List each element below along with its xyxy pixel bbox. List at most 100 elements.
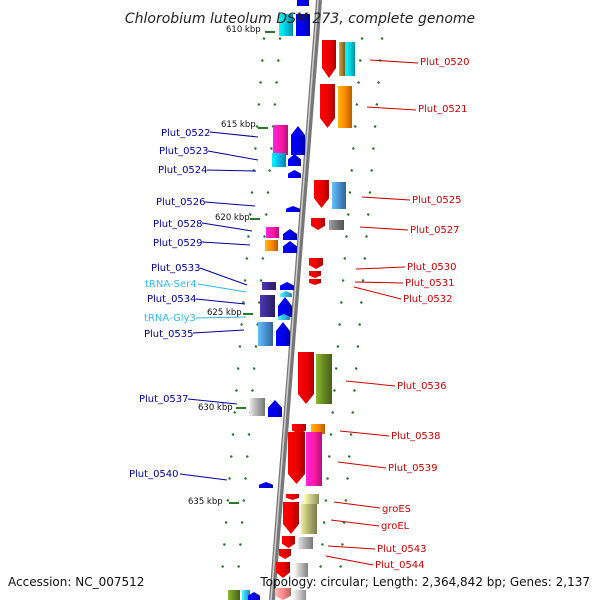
gene-label-groes[interactable]: groES [382,504,411,515]
gene-label-plut-0526[interactable]: Plut_0526 [156,197,206,208]
feature-bottom-b [242,590,250,600]
ring-dot [244,477,248,480]
gene-label-plut-0544[interactable]: Plut_0544 [375,560,425,571]
ring-dot [342,521,346,524]
ring-dot [366,213,370,216]
gene-label-plut-0534[interactable]: Plut_0534 [147,294,197,305]
label-leader-lines [179,59,419,566]
gene-label-plut-0531[interactable]: Plut_0531 [405,278,455,289]
ring-dot [234,389,238,392]
ring-dot [268,169,272,172]
ring-dot [354,367,358,370]
gene-label-groel[interactable]: groEL [381,521,410,532]
ring-dot [226,499,230,502]
leader-line [366,106,417,111]
gene-label-plut-0527[interactable]: Plut_0527 [410,225,460,236]
gene-label-plut-0538[interactable]: Plut_0538 [391,431,441,442]
gene-label-plut-0521[interactable]: Plut_0521 [418,104,468,115]
ring-dot [349,433,353,436]
feature-plut-0537b [268,400,282,417]
ring-dot [332,389,336,392]
ring-dot [254,345,258,348]
gene-label-plut-0525[interactable]: Plut_0525 [412,195,462,206]
ring-dot [260,59,264,62]
ring-dot [243,279,247,282]
ring-dot [351,147,355,150]
gene-label-plut-0523[interactable]: Plut_0523 [159,146,209,157]
gene-label-plut-0543[interactable]: Plut_0543 [377,544,427,555]
ring-dot [236,367,240,370]
ring-dot [240,521,244,524]
gene-label-plut-0533[interactable]: Plut_0533 [151,263,201,274]
feature-plut-0543b [298,537,313,549]
ring-dot [350,169,354,172]
gene-label-plut-0532[interactable]: Plut_0532 [403,294,453,305]
ring-dot [238,345,242,348]
ring-dot [348,191,352,194]
feature-plut-0520c [345,42,355,76]
ring-dot [248,213,252,216]
ring-dot [343,257,347,260]
gene-label-plut-0539[interactable]: Plut_0539 [388,463,438,474]
trna-label-ser4[interactable]: tRNA-Ser4 [145,279,197,290]
ring-dot [242,499,246,502]
leader-line [337,461,387,469]
ring-dot [368,191,372,194]
ring-dot [326,477,330,480]
gene-label-plut-0520[interactable]: Plut_0520 [420,57,470,68]
feature-cyan-top [279,14,293,36]
gene-label-plut-0537[interactable]: Plut_0537 [139,394,189,405]
feature-plut-0527b [329,220,344,230]
ring-dot [247,433,251,436]
scale-label-625: 625 kbp [207,308,242,318]
feature-plut-0540 [259,482,273,488]
trna-label-gly3[interactable]: tRNA-Gly3 [144,313,196,324]
feature-plut-0535 [258,322,273,346]
ring-dot [228,477,232,480]
ring-dot [276,59,280,62]
ring-dot [247,235,251,238]
accession-text: Accession: NC_007512 [8,575,144,589]
gene-label-plut-0530[interactable]: Plut_0530 [407,262,457,273]
ring-dot [238,543,242,546]
ring-dot [357,81,361,84]
genome-backbone-highlight [270,0,319,600]
feature-trna-ser4 [280,291,292,297]
ring-dot [346,213,350,216]
leader-line [327,545,376,550]
ring-dot [221,565,225,568]
scale-labels: 610 kbp 615 kbp 620 kbp 625 kbp 630 kbp … [188,25,261,507]
ring-dot [344,499,348,502]
ring-dot [322,521,326,524]
gene-label-plut-0522[interactable]: Plut_0522 [161,128,211,139]
gene-label-plut-0536[interactable]: Plut_0536 [397,381,447,392]
feature-plut-0532 [309,279,321,285]
leader-line [325,555,374,566]
ring-dot [358,59,362,62]
topology-summary-text: Topology: circular; Length: 2,364,842 bp… [259,575,590,589]
feature-plut-0544b [276,562,290,578]
gene-label-plut-0528[interactable]: Plut_0528 [153,219,203,230]
leader-line [355,266,406,270]
gene-label-plut-0524[interactable]: Plut_0524 [158,165,208,176]
leader-line [354,281,404,284]
gene-label-plut-0529[interactable]: Plut_0529 [153,238,203,249]
right-gene-labels: Plut_0520 Plut_0521 Plut_0525 Plut_0527 … [375,57,470,571]
ring-dot [245,455,249,458]
feature-blocks [228,0,355,600]
ring-dot [329,433,333,436]
gene-label-plut-0540[interactable]: Plut_0540 [129,469,179,480]
feature-plut-0530 [309,258,323,269]
leader-line [339,430,390,437]
gene-label-plut-0535[interactable]: Plut_0535 [144,329,194,340]
feature-groes [286,494,299,500]
feature-plut-0524 [288,170,301,178]
feature-plut-0521 [320,84,335,128]
leader-line [333,501,381,509]
feature-bottom-a [228,590,240,600]
feature-plut-0536b [316,354,332,404]
ring-dot [233,411,237,414]
ring-dot [266,191,270,194]
